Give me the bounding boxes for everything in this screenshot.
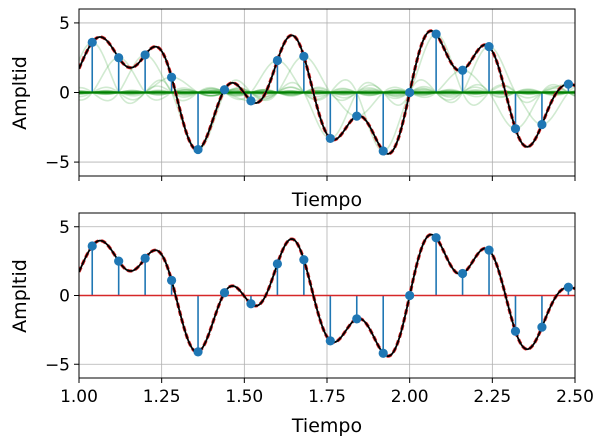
bottom-x-axis-label: Tiempo xyxy=(291,415,362,437)
top-sample-point xyxy=(405,87,415,98)
top-sample-point xyxy=(219,85,230,95)
top-y-tick-label: 5 xyxy=(59,14,70,34)
bottom-y-tick-label: 5 xyxy=(59,218,70,238)
bottom-reconstructed-signal-curve xyxy=(79,233,575,357)
top-sample-point xyxy=(457,65,468,75)
bottom-x-tick-label: 1.25 xyxy=(143,387,181,407)
top-y-tick-label: −5 xyxy=(45,153,70,173)
bottom-y-tick-label: −5 xyxy=(45,355,70,375)
bottom-sample-point xyxy=(272,259,282,269)
bottom-x-tick-label: 2.25 xyxy=(473,387,511,407)
bottom-y-tick-label: 0 xyxy=(59,287,70,307)
top-stems xyxy=(79,34,575,151)
bottom-sample-point xyxy=(87,241,97,251)
top-sample-point xyxy=(193,144,203,155)
bottom-sample-point xyxy=(193,347,203,357)
bottom-x-tick-label: 1.50 xyxy=(225,387,263,407)
sinc-component-curve xyxy=(79,79,575,152)
bottom-x-tick-label: 1.75 xyxy=(308,387,346,407)
top-sample-point xyxy=(272,55,282,66)
top-y-axis-label: Ampltid xyxy=(9,56,31,130)
top-sample-point xyxy=(352,111,362,121)
top-sample-point xyxy=(537,119,547,130)
bottom-ticks: 1.00 1.25 1.50 1.75 2.00 2.25 2.50 5 0 −5 xyxy=(45,218,594,407)
bottom-sample-point xyxy=(140,253,150,263)
bottom-sample-point xyxy=(299,255,309,265)
bottom-sample-point xyxy=(219,288,230,298)
top-reconstructed-signal-curve xyxy=(79,29,575,155)
top-sample-point xyxy=(378,146,388,156)
top-sample-point xyxy=(563,79,573,89)
top-y-tick-label: 0 xyxy=(59,84,70,104)
bottom-x-tick-label: 2.50 xyxy=(556,387,594,407)
top-sample-point xyxy=(114,53,124,63)
top-sample-point xyxy=(431,29,441,39)
top-chart-panel: 5 0 −5 Tiempo Ampltid xyxy=(9,8,576,211)
bottom-y-axis-label: Ampltid xyxy=(9,259,31,333)
top-sample-point xyxy=(299,51,309,61)
bottom-stems xyxy=(79,237,575,354)
top-sample-point xyxy=(87,37,97,48)
top-sample-point xyxy=(510,124,521,134)
bottom-curves xyxy=(79,232,575,358)
top-sample-point xyxy=(140,50,150,60)
bottom-sample-point xyxy=(484,245,494,255)
bottom-x-tick-label: 2.00 xyxy=(391,387,429,407)
bottom-sample-point xyxy=(352,314,362,324)
bottom-sample-point xyxy=(431,233,441,243)
bottom-sample-point xyxy=(114,256,124,266)
top-markers xyxy=(87,29,573,156)
bottom-sample-point xyxy=(510,326,521,336)
bottom-sample-point xyxy=(378,348,388,358)
bottom-sample-point xyxy=(537,322,547,332)
top-sample-point xyxy=(484,41,494,52)
bottom-sample-point xyxy=(166,275,177,285)
bottom-sample-point xyxy=(405,290,415,301)
bottom-sample-point xyxy=(563,282,573,292)
bottom-sample-point xyxy=(246,299,256,309)
sinc-component-curve xyxy=(79,33,575,106)
top-curves xyxy=(79,29,575,156)
top-sample-point xyxy=(166,72,177,82)
top-sample-point xyxy=(325,133,335,144)
top-ticks: 5 0 −5 xyxy=(45,14,576,181)
bottom-sample-point xyxy=(457,268,468,279)
top-x-axis-label: Tiempo xyxy=(291,189,362,211)
bottom-markers xyxy=(87,233,573,358)
bottom-sample-point xyxy=(325,336,335,346)
top-sample-point xyxy=(246,96,256,106)
bottom-x-tick-label: 1.00 xyxy=(60,387,98,407)
